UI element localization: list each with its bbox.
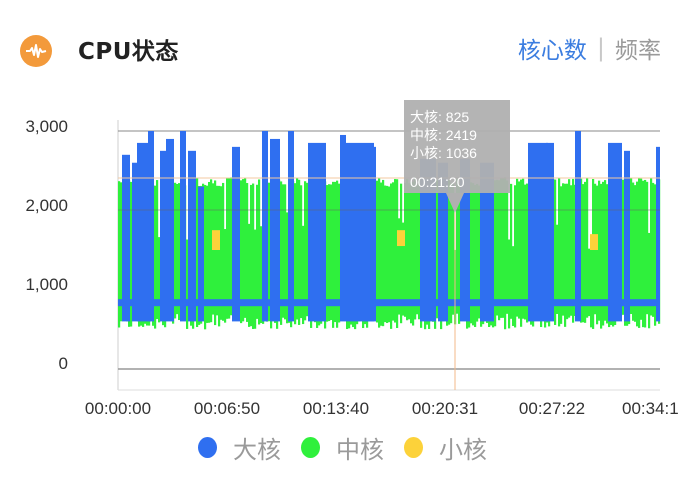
x-tick: 00:34:1 (622, 399, 679, 418)
tooltip-time: 00:21:20 (410, 174, 465, 190)
y-tick: 0 (59, 354, 68, 373)
card-title: CPU状态 (78, 39, 179, 65)
y-tick: 2,000 (25, 196, 68, 215)
cpu-chart[interactable]: 3,000 2,000 1,000 0 大核: 825 中核: 2419 小核:… (0, 95, 685, 481)
x-tick: 00:13:40 (303, 399, 369, 418)
legend-dot-icon (301, 437, 320, 458)
y-tick: 1,000 (25, 275, 68, 294)
tooltip-mid: 中核: 2419 (410, 127, 477, 143)
legend-item-little[interactable]: 小核 (404, 430, 487, 465)
tooltip-big: 大核: 825 (410, 109, 469, 125)
view-toggle: 核心数 | 频率 (518, 31, 661, 65)
legend-item-big[interactable]: 大核 (198, 430, 281, 465)
legend-label: 小核 (439, 436, 487, 464)
legend-label: 大核 (233, 436, 281, 464)
toggle-frequency[interactable]: 频率 (615, 38, 661, 64)
legend-dot-icon (404, 437, 423, 458)
waveform-icon (20, 35, 52, 67)
x-tick: 00:00:00 (85, 399, 151, 418)
x-tick: 00:27:22 (519, 399, 585, 418)
tooltip-little: 小核: 1036 (410, 145, 477, 161)
legend-dot-icon (198, 437, 217, 458)
tooltip: 大核: 825 中核: 2419 小核: 1036 00:21:20 (404, 100, 510, 213)
legend-item-mid[interactable]: 中核 (301, 430, 384, 465)
legend-label: 中核 (336, 436, 384, 464)
toggle-separator: | (596, 34, 605, 62)
chart-legend: 大核 中核 小核 (0, 430, 685, 465)
plot-area (118, 131, 661, 330)
x-tick: 00:20:31 (412, 399, 478, 418)
card-header: CPU状态 核心数 | 频率 (0, 0, 685, 95)
toggle-core-count[interactable]: 核心数 (517, 38, 587, 64)
y-tick: 3,000 (25, 117, 68, 136)
x-tick: 00:06:50 (194, 399, 260, 418)
